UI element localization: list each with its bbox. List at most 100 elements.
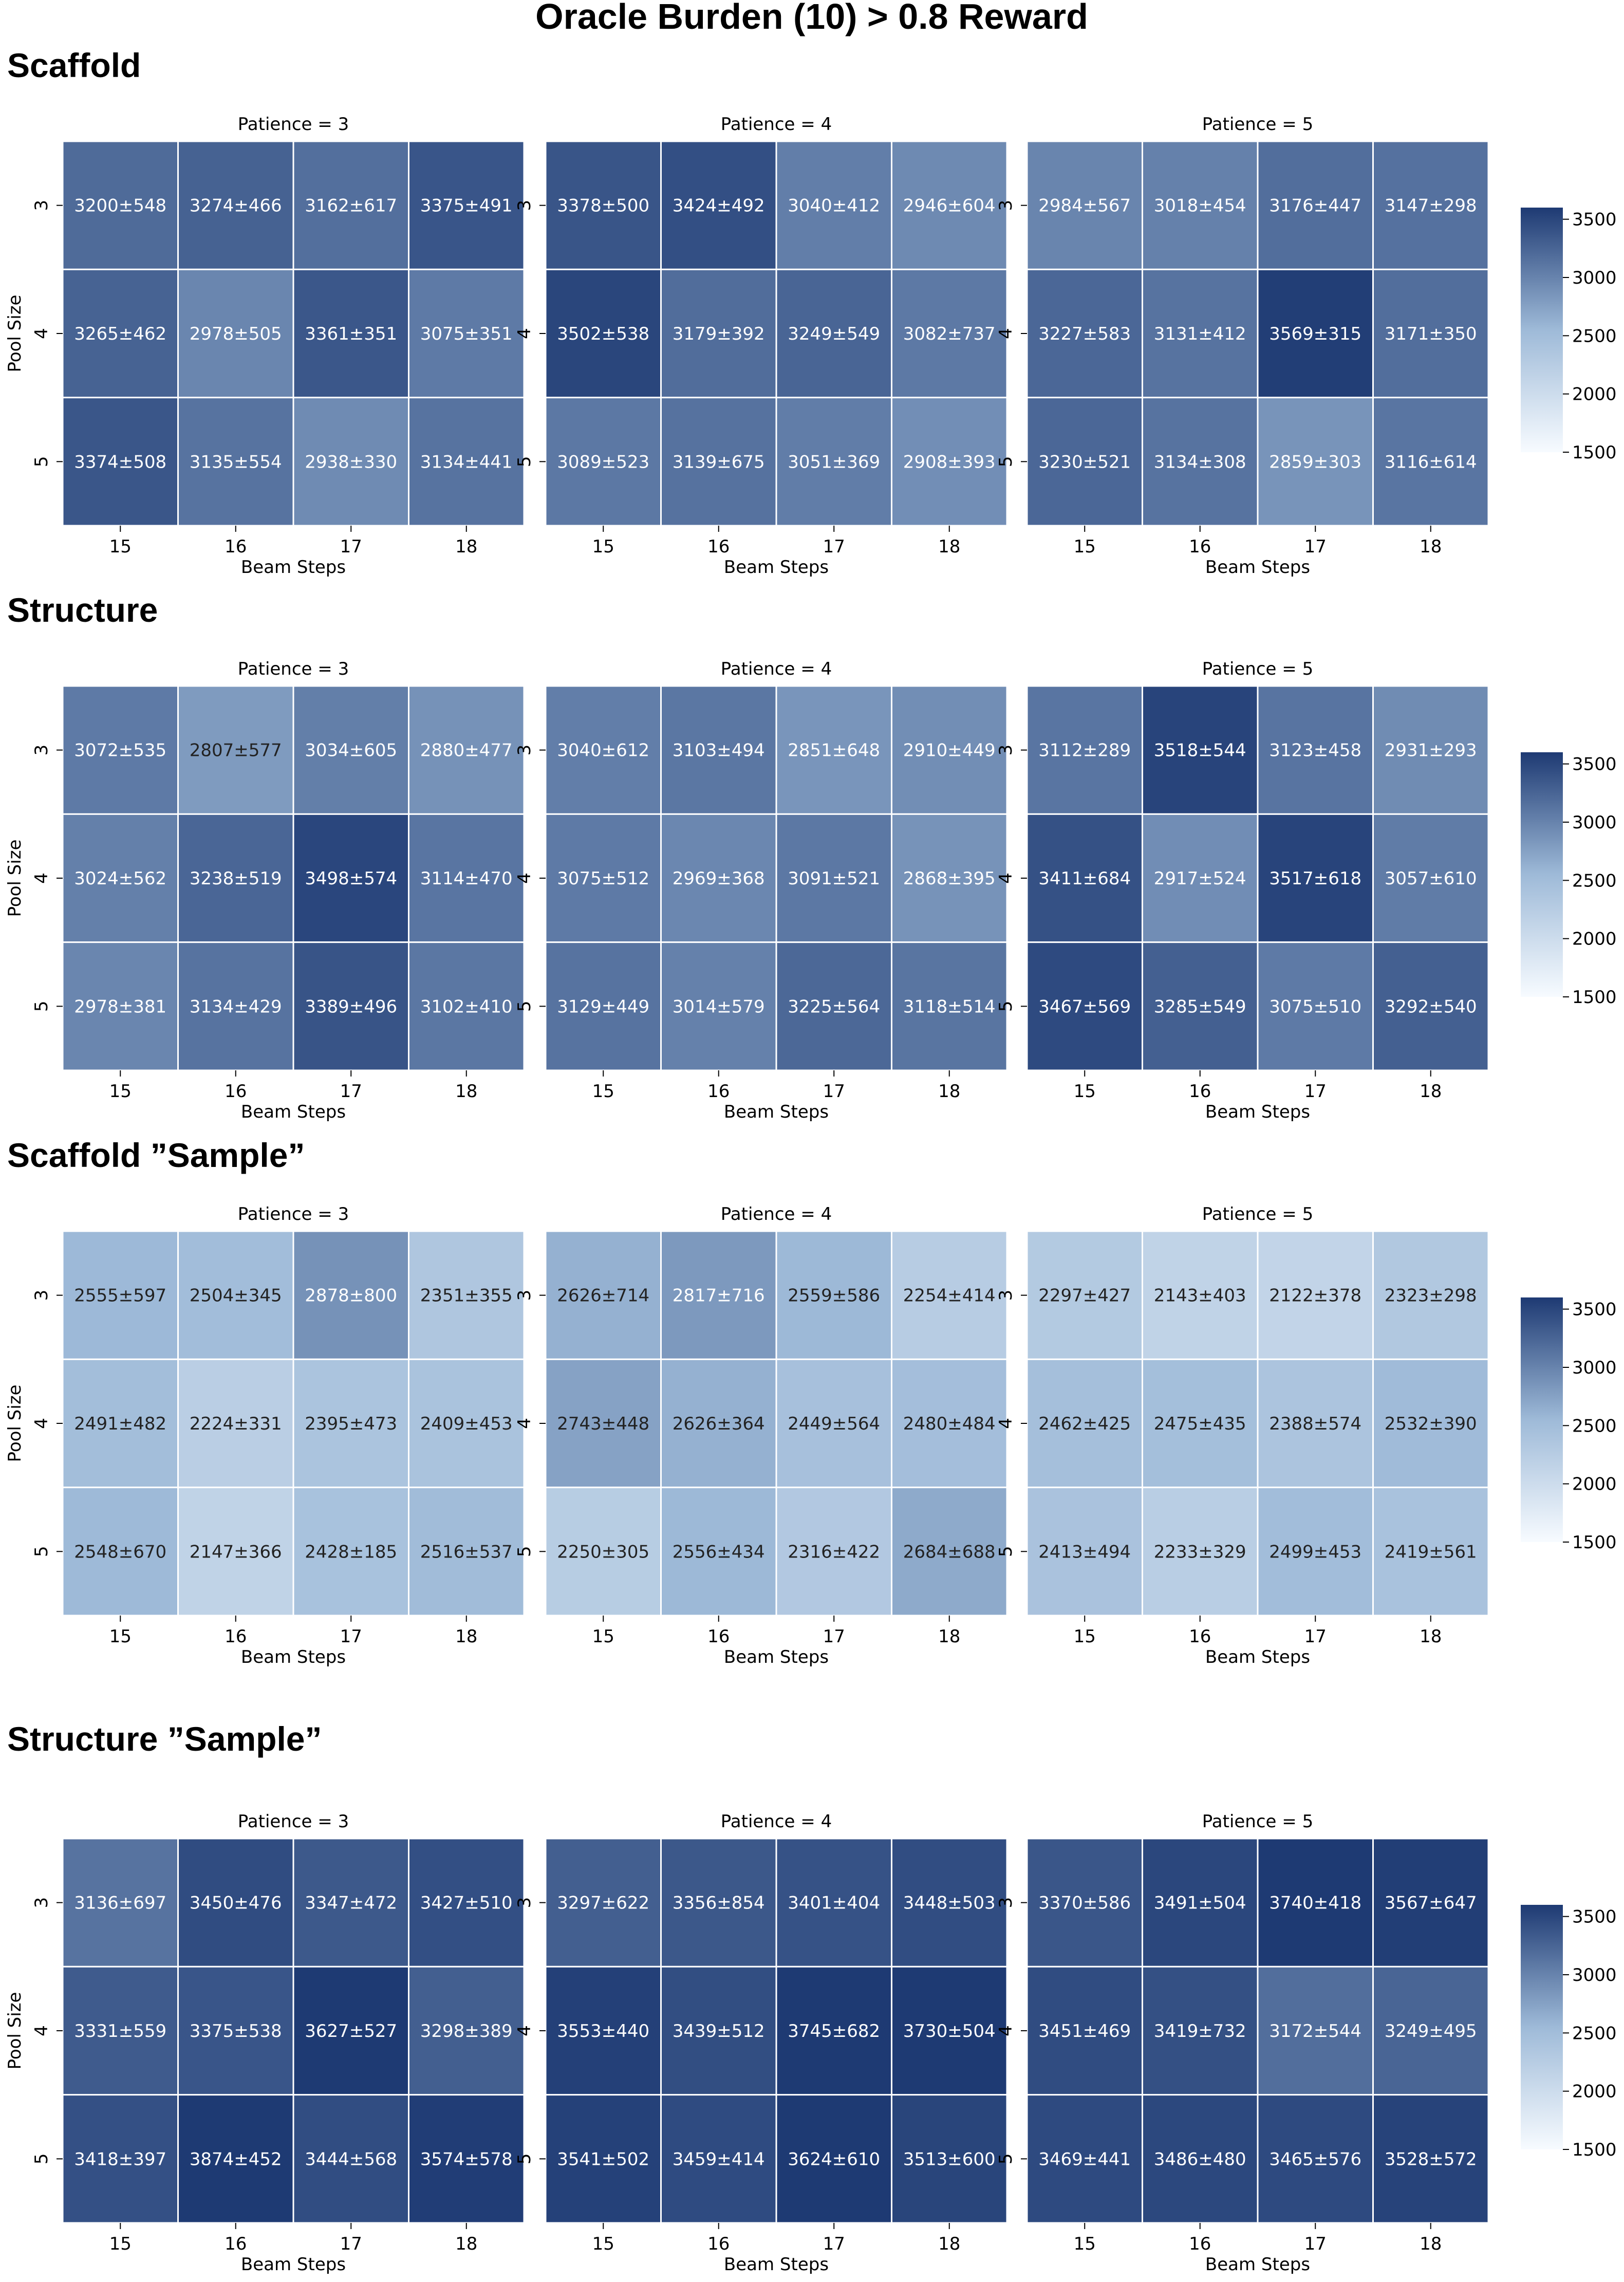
- heatmap-cell: [1372, 1487, 1489, 1617]
- y-tick-label: 3: [31, 745, 52, 756]
- cell-label: 2851±648: [788, 740, 880, 761]
- heatmap-cell: [292, 685, 409, 815]
- heatmap-section: Structure Patience = 3 3072±535 2807±577 303…: [5, 591, 1617, 1122]
- cell-label: 3356±854: [673, 1893, 765, 1914]
- heatmap-cell: [177, 813, 294, 943]
- cell-label: 3139±675: [673, 452, 765, 472]
- cell-label: 3298±389: [420, 2021, 513, 2042]
- cell-label: 3401±404: [788, 1893, 880, 1914]
- heatmap-cell: [891, 685, 1008, 815]
- heatmap-cell: [660, 1358, 777, 1489]
- heatmap-cell: [545, 140, 662, 270]
- cell-label: 3249±495: [1385, 2021, 1477, 2042]
- heatmap-cell: [62, 140, 179, 270]
- cell-label: 3331±559: [74, 2021, 166, 2042]
- cell-label: 3411±684: [1038, 868, 1131, 889]
- cell-label: 2868±395: [903, 868, 996, 889]
- heatmap-cell: [408, 140, 525, 270]
- y-tick-label: 4: [996, 1418, 1016, 1429]
- y-tick-label: 5: [514, 2154, 535, 2165]
- heatmap-cell: [775, 1487, 892, 1617]
- cell-label: 3374±508: [74, 452, 166, 472]
- heatmap-cell: [1372, 685, 1489, 815]
- colorbar-tick-label: 3000: [1572, 268, 1617, 288]
- colorbar-tick-label: 3000: [1572, 812, 1617, 833]
- cell-label: 3498±574: [305, 868, 397, 889]
- cell-label: 3040±412: [788, 196, 880, 216]
- heatmap-cell: [62, 685, 179, 815]
- y-tick-label: 4: [514, 2025, 535, 2036]
- y-tick-label: 5: [31, 1001, 52, 1012]
- heatmap-cell: [775, 813, 892, 943]
- heatmap-cell: [1372, 813, 1489, 943]
- cell-label: 2880±477: [420, 740, 513, 761]
- cell-label: 3486±480: [1154, 2149, 1246, 2169]
- x-tick-label: 15: [592, 1081, 614, 1102]
- x-axis-label: Beam Steps: [241, 2254, 346, 2275]
- x-tick-label: 18: [1420, 2234, 1442, 2254]
- panel-title: Patience = 4: [721, 1204, 832, 1225]
- heatmap-cell: [545, 397, 662, 527]
- heatmap-cell: [1142, 397, 1259, 527]
- cell-label: 3249±549: [788, 324, 880, 344]
- y-tick-label: 4: [996, 2025, 1016, 2036]
- heatmap-cell: [1372, 397, 1489, 527]
- cell-label: 2409±453: [420, 1414, 513, 1434]
- cell-label: 3513±600: [903, 2149, 996, 2169]
- x-tick-label: 15: [1074, 1626, 1096, 1647]
- cell-label: 3451±469: [1038, 2021, 1131, 2042]
- cell-label: 3459±414: [673, 2149, 765, 2169]
- heatmap-cell: [292, 941, 409, 1071]
- colorbar-tick-label: 2000: [1572, 1474, 1617, 1495]
- cell-label: 3274±466: [190, 196, 282, 216]
- x-tick-label: 18: [1420, 536, 1442, 557]
- cell-label: 3225±564: [788, 996, 880, 1017]
- cell-label: 2254±414: [903, 1286, 996, 1306]
- x-tick-label: 17: [823, 1081, 845, 1102]
- section-title: Structure ”Sample”: [7, 1720, 322, 1758]
- cell-label: 3034±605: [305, 740, 397, 761]
- x-tick-label: 18: [1420, 1081, 1442, 1102]
- heatmap-cell: [292, 140, 409, 270]
- heatmap-cell: [891, 2094, 1008, 2224]
- colorbar-tick-label: 1500: [1572, 987, 1617, 1008]
- heatmap-cell: [62, 268, 179, 399]
- cell-label: 3740±418: [1269, 1893, 1361, 1914]
- cell-label: 3502±538: [557, 324, 649, 344]
- heatmap-cell: [292, 1358, 409, 1489]
- heatmap-panel: Patience = 4 3040±612 3103±494 2851±648 2910…: [514, 659, 1008, 1122]
- cell-label: 2499±453: [1269, 1542, 1361, 1562]
- heatmap-cell: [408, 813, 525, 943]
- y-tick-label: 3: [31, 1897, 52, 1908]
- cell-label: 2626±364: [673, 1414, 765, 1434]
- panel-title: Patience = 5: [1202, 1811, 1313, 1832]
- colorbar-tick-label: 1500: [1572, 442, 1617, 463]
- heatmap-cell: [775, 2094, 892, 2224]
- heatmap-cell: [408, 1487, 525, 1617]
- cell-label: 3134±429: [190, 996, 282, 1017]
- x-axis-label: Beam Steps: [1205, 2254, 1310, 2275]
- cell-label: 3051±369: [788, 452, 880, 472]
- colorbar: 1500 2000 2500 3000 3500: [1521, 1297, 1617, 1553]
- y-tick-label: 3: [996, 745, 1016, 756]
- y-tick-label: 5: [996, 456, 1016, 468]
- heatmap-panel: Patience = 4 3378±500 3424±492 3040±412 2946…: [514, 114, 1008, 578]
- x-tick-label: 16: [1189, 1626, 1211, 1647]
- cell-label: 2917±524: [1154, 868, 1246, 889]
- panel-title: Patience = 3: [238, 1204, 349, 1225]
- cell-label: 3082±737: [903, 324, 996, 344]
- colorbar-gradient: [1521, 752, 1563, 997]
- heatmap-cell: [62, 1965, 179, 2096]
- heatmap-cell: [408, 397, 525, 527]
- heatmap-panel: Patience = 3 3136±697 3450±476 3347±472 3427…: [5, 1811, 525, 2275]
- cell-label: 2908±393: [903, 452, 996, 472]
- colorbar-tick-label: 3500: [1572, 754, 1617, 775]
- heatmap-cell: [545, 813, 662, 943]
- heatmap-cell: [891, 941, 1008, 1071]
- x-tick-label: 16: [225, 2234, 247, 2254]
- cell-label: 3569±315: [1269, 324, 1361, 344]
- colorbar-tick-label: 3500: [1572, 210, 1617, 230]
- heatmap-panel: Patience = 5 2984±567 3018±454 3176±447 3147…: [996, 114, 1489, 578]
